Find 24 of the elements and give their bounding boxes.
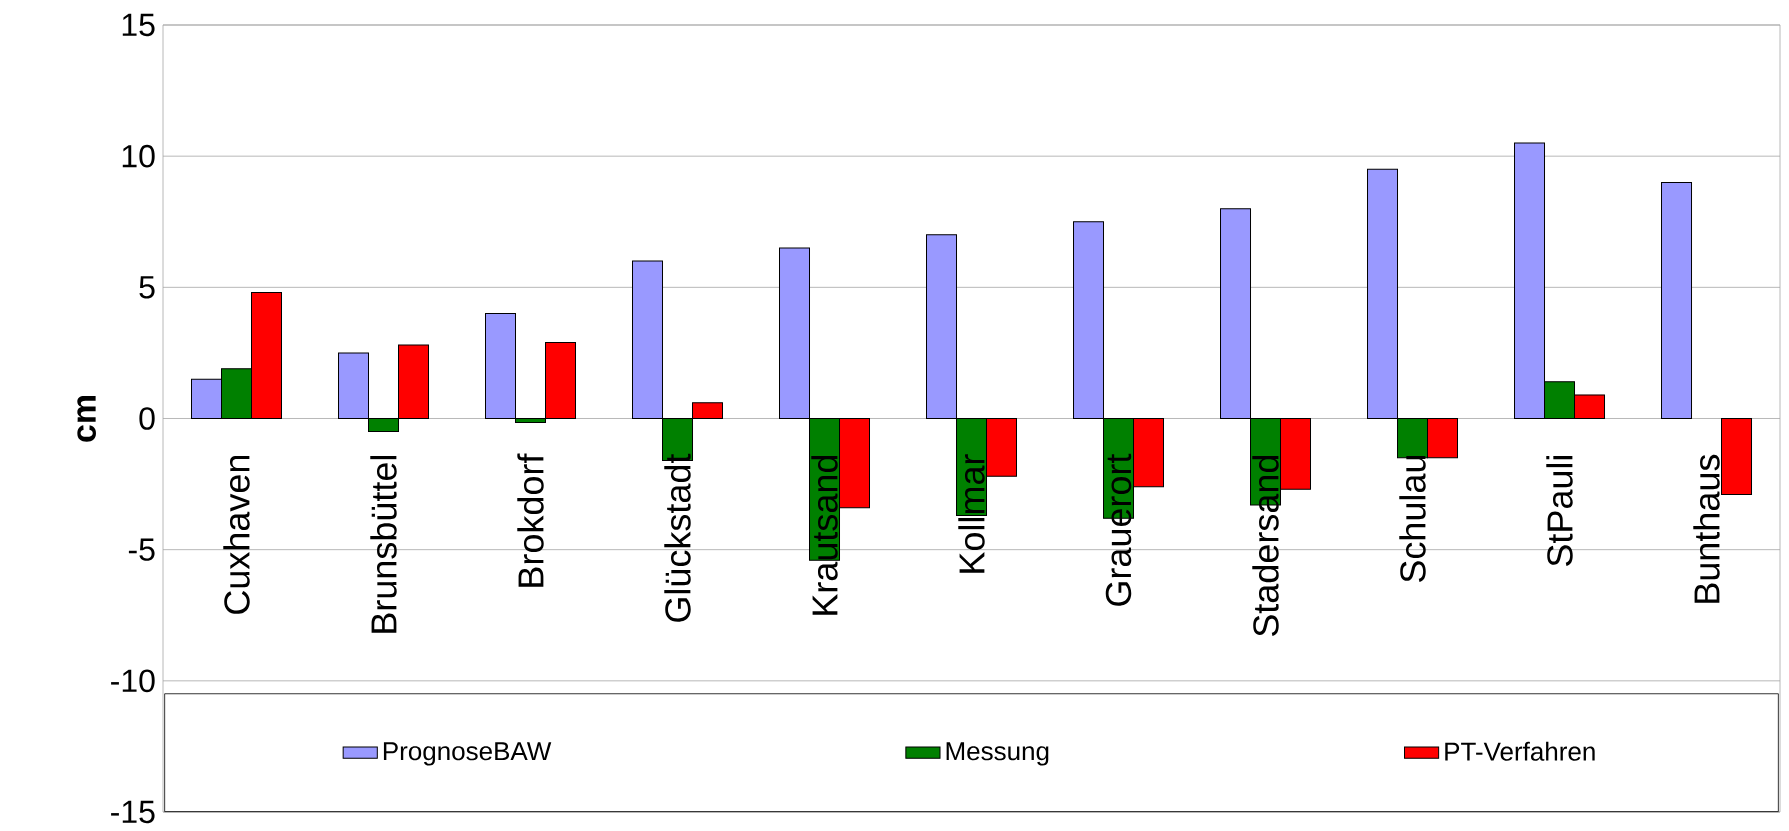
x-tick-label: Brunsbüttel (370, 456, 397, 633)
x-tick-label: Cuxhaven (223, 455, 250, 614)
y-tick-label: -5 (128, 538, 155, 561)
x-tick-label: Kollmar (958, 454, 985, 573)
y-tick-label: -10 (111, 669, 155, 693)
x-tick-label: Grauerort (1105, 453, 1132, 606)
x-tick-label: Glückstadt (664, 453, 691, 622)
y-tick-label: 0 (139, 407, 155, 430)
bar (1661, 181, 1693, 419)
y-axis-title: cm (77, 396, 96, 442)
y-tick-label: -15 (111, 800, 155, 824)
bar (1721, 418, 1753, 496)
x-tick-label: Bunthaus (1693, 454, 1720, 603)
y-tick-label: 10 (122, 144, 155, 168)
x-tick-label: Schulau (1399, 455, 1426, 583)
legend-label: PrognoseBAW (383, 742, 552, 766)
y-tick-label: 15 (122, 13, 155, 37)
legend-label: Messung (946, 742, 1049, 766)
x-tick-label: Krautsand (811, 455, 838, 615)
x-tick-label: Brokdorf (517, 453, 544, 587)
y-tick-label: 5 (139, 276, 155, 299)
x-tick-label: Stadersand (1252, 455, 1279, 637)
legend-label: PT-Verfahren (1445, 741, 1595, 761)
x-tick-label: StPauli (1546, 455, 1573, 566)
